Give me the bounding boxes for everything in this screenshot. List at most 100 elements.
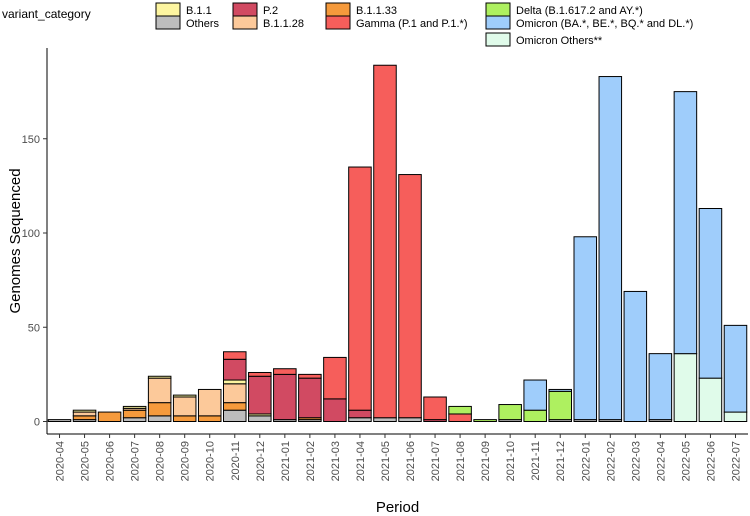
legend-swatch	[155, 15, 181, 30]
x-tick-label: 2021-08	[455, 441, 467, 481]
bar-segment	[298, 377, 322, 419]
bar-segment	[373, 417, 397, 423]
y-tick-label: 50	[28, 322, 40, 334]
x-tick-label: 2022-01	[580, 441, 592, 481]
bar-segment	[448, 413, 472, 422]
y-axis-title: Genomes Sequenced	[7, 168, 24, 313]
bar-segment	[147, 415, 172, 423]
bar-segment	[197, 415, 222, 423]
bar-segment	[473, 419, 497, 422]
y-tick-label: 100	[22, 228, 40, 240]
x-tick-label: 2021-06	[405, 441, 417, 481]
x-axis-title: Period	[376, 499, 419, 516]
x-tick-label: 2021-01	[280, 441, 292, 481]
legend-title: variant_category	[2, 7, 91, 21]
bar-segment	[248, 375, 272, 415]
x-tick-label: 2021-09	[480, 441, 492, 481]
legend-label: P.2	[263, 5, 278, 17]
x-tick-label: 2020-07	[130, 441, 142, 481]
bar-segment	[573, 236, 598, 421]
bar-segment	[172, 415, 197, 423]
bar-segment	[47, 419, 72, 422]
bar-segment	[223, 409, 247, 423]
legend-label: Delta (B.1.617.2 and AY.*)	[516, 5, 643, 17]
x-tick-label: 2022-05	[680, 441, 692, 481]
x-tick-label: 2021-11	[530, 441, 542, 481]
legend-label: Omicron (BA.*, BE.*, BQ.* and DL.*)	[516, 18, 693, 30]
bar-segment	[298, 373, 322, 379]
legend-swatch	[485, 32, 511, 47]
bar-segment	[223, 379, 247, 385]
bar-segment	[122, 417, 147, 423]
x-tick-label: 2021-12	[555, 441, 567, 481]
x-tick-label: 2021-04	[355, 441, 367, 481]
x-tick-label: 2021-07	[430, 441, 442, 481]
bar-segment	[623, 290, 648, 422]
bar-segment	[97, 411, 122, 423]
y-tick-label: 150	[22, 134, 40, 146]
bar-segment	[223, 358, 247, 381]
x-tick-label: 2020-09	[180, 441, 192, 481]
x-tick-label: 2020-06	[105, 441, 117, 481]
bar-segment	[723, 411, 748, 423]
bar-segment	[548, 390, 572, 421]
bar-segment	[223, 383, 247, 404]
bar-segment	[147, 402, 172, 417]
bar-segment	[698, 377, 723, 423]
bar-segment	[548, 388, 572, 392]
bar-segment	[498, 404, 522, 421]
bar-segment	[72, 415, 97, 421]
legend-swatch	[155, 2, 181, 17]
bar-segment	[448, 405, 472, 415]
x-tick-label: 2022-07	[730, 441, 742, 481]
legend-swatch	[485, 15, 511, 30]
bars	[47, 64, 748, 423]
legend-label: Others	[186, 18, 220, 30]
bar-segment	[398, 417, 422, 423]
legend-swatch	[485, 2, 511, 17]
legend-swatch	[325, 2, 351, 17]
legend-swatch	[325, 15, 351, 30]
legend-label: B.1.1.28	[263, 18, 304, 30]
x-tick-label: 2020-12	[255, 441, 267, 481]
bar-segment	[423, 396, 447, 421]
bar-segment	[273, 368, 297, 375]
bar-segment	[673, 353, 698, 423]
x-tick-label: 2022-03	[630, 441, 642, 481]
bar-segment	[723, 324, 748, 413]
x-tick-label: 2021-02	[305, 441, 317, 481]
bar-segment	[598, 76, 623, 421]
bar-segment	[122, 409, 147, 419]
bar-segment	[348, 409, 372, 419]
bar-segment	[122, 405, 147, 409]
bar-segment	[197, 388, 222, 417]
bar-segment	[248, 371, 272, 377]
bar-segment	[398, 174, 422, 419]
bar-segment	[348, 166, 372, 411]
x-tick-label: 2022-04	[655, 441, 667, 481]
bar-segment	[648, 353, 673, 421]
bar-segment	[698, 208, 723, 379]
x-tick-label: 2022-02	[605, 441, 617, 481]
legend-swatch	[232, 15, 258, 30]
legend-label: Gamma (P.1 and P.1.*)	[356, 18, 468, 30]
bar-segment	[523, 409, 547, 423]
bar-segment	[673, 91, 698, 355]
x-tick-label: 2020-05	[80, 441, 92, 481]
x-tick-label: 2020-08	[155, 441, 167, 481]
bar-segment	[523, 379, 547, 411]
x-tick-label: 2020-04	[55, 441, 67, 481]
bar-segment	[323, 398, 347, 423]
legend-swatch	[232, 2, 258, 17]
x-tick-label: 2020-10	[205, 441, 217, 481]
bar-segment	[223, 351, 247, 360]
bar-segment	[172, 396, 197, 417]
bar-segment	[147, 375, 172, 379]
bar-segment	[348, 417, 372, 423]
x-tick-label: 2021-03	[330, 441, 342, 481]
bar-segment	[248, 415, 272, 423]
y-tick-label: 0	[34, 417, 40, 429]
axes: Genomes Sequenced Period 0 50 100 150 2020-0…	[7, 48, 748, 516]
